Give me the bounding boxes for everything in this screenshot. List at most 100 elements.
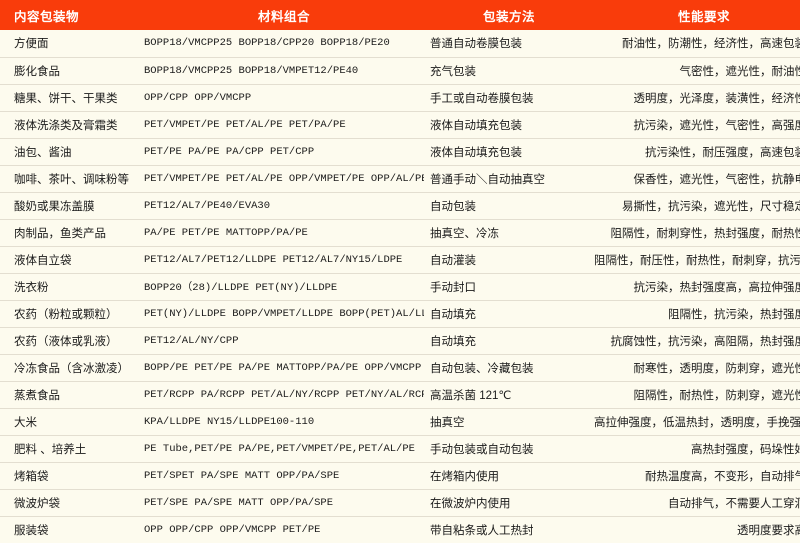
table-row: 烤箱袋 PET/SPET PA/SPE MATT OPP/PA/SPE 在烤箱内使用… (0, 462, 800, 489)
cell-material: PET(NY)/LLDPE BOPP/VMPET/LLDPE BOPP(PET)… (144, 307, 424, 320)
cell-performance: 抗污染，热封强度高，高拉伸强度 (633, 281, 800, 294)
cell-method: 自动灌装 (430, 254, 476, 267)
cell-method: 在微波炉内使用 (430, 497, 511, 510)
cell-method: 自动填充 (430, 335, 476, 348)
table-row: 农药（粉粒或颗粒） PET(NY)/LLDPE BOPP/VMPET/LLDPE … (0, 300, 800, 327)
cell-method: 抽真空、冷冻 (430, 227, 499, 240)
cell-item: 微波炉袋 (14, 497, 60, 510)
cell-performance: 易撕性，抗污染，遮光性，尺寸稳定 (622, 200, 800, 213)
cell-performance: 抗污染，遮光性，气密性，高强度 (633, 119, 800, 132)
cell-performance: 耐寒性，透明度，防刺穿，遮光性 (633, 362, 800, 375)
table-row: 方便面 BOPP18/VMCPP25 BOPP18/CPP20 BOPP18/PE… (0, 30, 800, 57)
cell-item: 服装袋 (14, 524, 49, 537)
cell-material: PET12/AL7/PET12/LLDPE PET12/AL7/NY15/LDP… (144, 253, 403, 266)
cell-item: 农药（粉粒或颗粒） (14, 308, 118, 321)
cell-material: PET/VMPET/PE PET/AL/PE PET/PA/PE (144, 118, 346, 131)
cell-method: 在烤箱内使用 (430, 470, 499, 483)
cell-item: 油包、酱油 (14, 146, 72, 159)
table-row: 糖果、饼干、干果类 OPP/CPP OPP/VMCPP 手工或自动卷膜包装 透明度，光… (0, 84, 800, 111)
column-header-method: 包装方法 (482, 9, 535, 24)
cell-material: PET/VMPET/PE PET/AL/PE OPP/VMPET/PE OPP/… (144, 172, 424, 185)
cell-method: 手动包装或自动包装 (430, 443, 534, 456)
cell-method: 普通自动卷膜包装 (430, 38, 522, 51)
cell-material: BOPP18/VMCPP25 BOPP18/CPP20 BOPP18/PE20 (144, 37, 390, 50)
cell-performance: 高热封强度，码垛性好 (691, 443, 800, 456)
cell-item: 酸奶或果冻盖膜 (14, 200, 95, 213)
header-row: 内容包装物 材料组合 包装方法 性能要求 (0, 0, 800, 30)
cell-performance: 阻隔性，抗污染，热封强度 (668, 308, 800, 321)
cell-performance: 阻隔性，耐压性，耐热性，耐刺穿，抗污染 (594, 254, 800, 267)
cell-item: 液体自立袋 (14, 254, 72, 267)
table-row: 肥料 、培养土 PE Tube,PET/PE PA/PE,PET/VMPET/PE… (0, 435, 800, 462)
cell-material: PE Tube,PET/PE PA/PE,PET/VMPET/PE,PET/AL… (144, 442, 415, 455)
cell-material: BOPP18/VMCPP25 BOPP18/VMPET12/PE40 (144, 64, 359, 77)
cell-material: PET12/AL7/PE40/EVA30 (144, 199, 271, 212)
cell-item: 大米 (14, 416, 37, 429)
cell-performance: 耐油性，防潮性，经济性，高速包装 (622, 38, 800, 51)
table-row: 冷冻食品（含冰激凌） BOPP/PE PET/PE PA/PE MATTOPP/P… (0, 354, 800, 381)
cell-method: 充气包装 (430, 65, 476, 78)
cell-method: 抽真空 (430, 416, 465, 429)
cell-material: BOPP/PE PET/PE PA/PE MATTOPP/PA/PE OPP/V… (144, 361, 422, 374)
table-header: 内容包装物 材料组合 包装方法 性能要求 (0, 0, 800, 30)
table-row: 微波炉袋 PET/SPE PA/SPE MATT OPP/PA/SPE 在微波炉内使… (0, 489, 800, 516)
cell-material: BOPP20（28)/LLDPE PET(NY)/LLDPE (144, 282, 338, 294)
cell-item: 冷冻食品（含冰激凌） (14, 362, 129, 375)
cell-method: 自动填充 (430, 308, 476, 321)
table-row: 洗衣粉 BOPP20（28)/LLDPE PET(NY)/LLDPE 手动封口 抗污染… (0, 273, 800, 300)
cell-method: 普通手动＼自动抽真空 (430, 173, 545, 186)
cell-item: 糖果、饼干、干果类 (14, 92, 118, 105)
cell-method: 自动包装、冷藏包装 (430, 362, 534, 375)
cell-method: 手动封口 (430, 281, 476, 294)
column-header-item: 内容包装物 (14, 9, 80, 24)
cell-method: 手工或自动卷膜包装 (430, 92, 534, 105)
cell-material: OPP OPP/CPP OPP/VMCPP PET/PE (144, 523, 321, 536)
cell-method: 带自粘条或人工热封 (430, 524, 534, 537)
cell-material: PET/SPET PA/SPE MATT OPP/PA/SPE (144, 469, 340, 482)
cell-performance: 抗污染性，耐压强度，高速包装 (645, 146, 800, 159)
cell-performance: 耐热温度高，不变形，自动排气 (645, 470, 800, 483)
table-row: 油包、酱油 PET/PE PA/PE PA/CPP PET/CPP 液体自动填充包装… (0, 138, 800, 165)
table-body: 方便面 BOPP18/VMCPP25 BOPP18/CPP20 BOPP18/PE… (0, 30, 800, 543)
cell-performance: 透明度，光泽度，装潢性，经济性 (633, 92, 800, 105)
cell-performance: 抗腐蚀性，抗污染，高阻隔，热封强度 (610, 335, 800, 348)
cell-item: 方便面 (14, 38, 49, 51)
cell-item: 肥料 、培养土 (14, 443, 87, 456)
column-header-performance: 性能要求 (677, 9, 730, 24)
table-row: 酸奶或果冻盖膜 PET12/AL7/PE40/EVA30 自动包装 易撕性，抗污染，遮… (0, 192, 800, 219)
table-row: 咖啡、茶叶、调味粉等 PET/VMPET/PE PET/AL/PE OPP/VMP… (0, 165, 800, 192)
cell-method: 高温杀菌 121℃ (430, 389, 512, 402)
cell-item: 膨化食品 (14, 65, 60, 78)
cell-item: 洗衣粉 (14, 281, 49, 294)
table-row: 蒸煮食品 PET/RCPP PA/RCPP PET/AL/NY/RCPP PET/… (0, 381, 800, 408)
cell-material: PET/RCPP PA/RCPP PET/AL/NY/RCPP PET/NY/A… (144, 388, 424, 401)
cell-item: 咖啡、茶叶、调味粉等 (14, 173, 129, 186)
cell-material: PET12/AL/NY/CPP (144, 334, 239, 347)
table-row: 服装袋 OPP OPP/CPP OPP/VMCPP PET/PE 带自粘条或人工热封… (0, 516, 800, 543)
cell-performance: 保香性，遮光性，气密性，抗静电 (633, 173, 800, 186)
cell-performance: 透明度要求高 (737, 524, 800, 537)
table-row: 农药（液体或乳液） PET12/AL/NY/CPP 自动填充 抗腐蚀性，抗污染，高阻隔… (0, 327, 800, 354)
cell-material: PET/PE PA/PE PA/CPP PET/CPP (144, 145, 315, 158)
cell-method: 自动包装 (430, 200, 476, 213)
cell-item: 蒸煮食品 (14, 389, 60, 402)
column-header-material: 材料组合 (257, 9, 310, 24)
table-row: 膨化食品 BOPP18/VMCPP25 BOPP18/VMPET12/PE40 充气… (0, 57, 800, 84)
cell-performance: 气密性，遮光性，耐油性 (679, 65, 800, 78)
cell-material: PA/PE PET/PE MATTOPP/PA/PE (144, 226, 308, 239)
cell-material: PET/SPE PA/SPE MATT OPP/PA/SPE (144, 496, 334, 509)
cell-method: 液体自动填充包装 (430, 146, 522, 159)
table-row: 肉制品，鱼类产品 PA/PE PET/PE MATTOPP/PA/PE 抽真空、冷冻… (0, 219, 800, 246)
cell-method: 液体自动填充包装 (430, 119, 522, 132)
table-row: 液体洗涤类及膏霜类 PET/VMPET/PE PET/AL/PE PET/PA/P… (0, 111, 800, 138)
cell-item: 农药（液体或乳液） (14, 335, 118, 348)
cell-item: 液体洗涤类及膏霜类 (14, 119, 118, 132)
cell-material: KPA/LLDPE NY15/LLDPE100-110 (144, 415, 315, 428)
table-row: 大米 KPA/LLDPE NY15/LLDPE100-110 抽真空 高拉伸强度，低温… (0, 408, 800, 435)
cell-performance: 阻隔性，耐刺穿性，热封强度，耐热性 (610, 227, 800, 240)
table-row: 液体自立袋 PET12/AL7/PET12/LLDPE PET12/AL7/NY1… (0, 246, 800, 273)
cell-material: OPP/CPP OPP/VMCPP (144, 91, 252, 104)
cell-item: 肉制品，鱼类产品 (14, 227, 106, 240)
